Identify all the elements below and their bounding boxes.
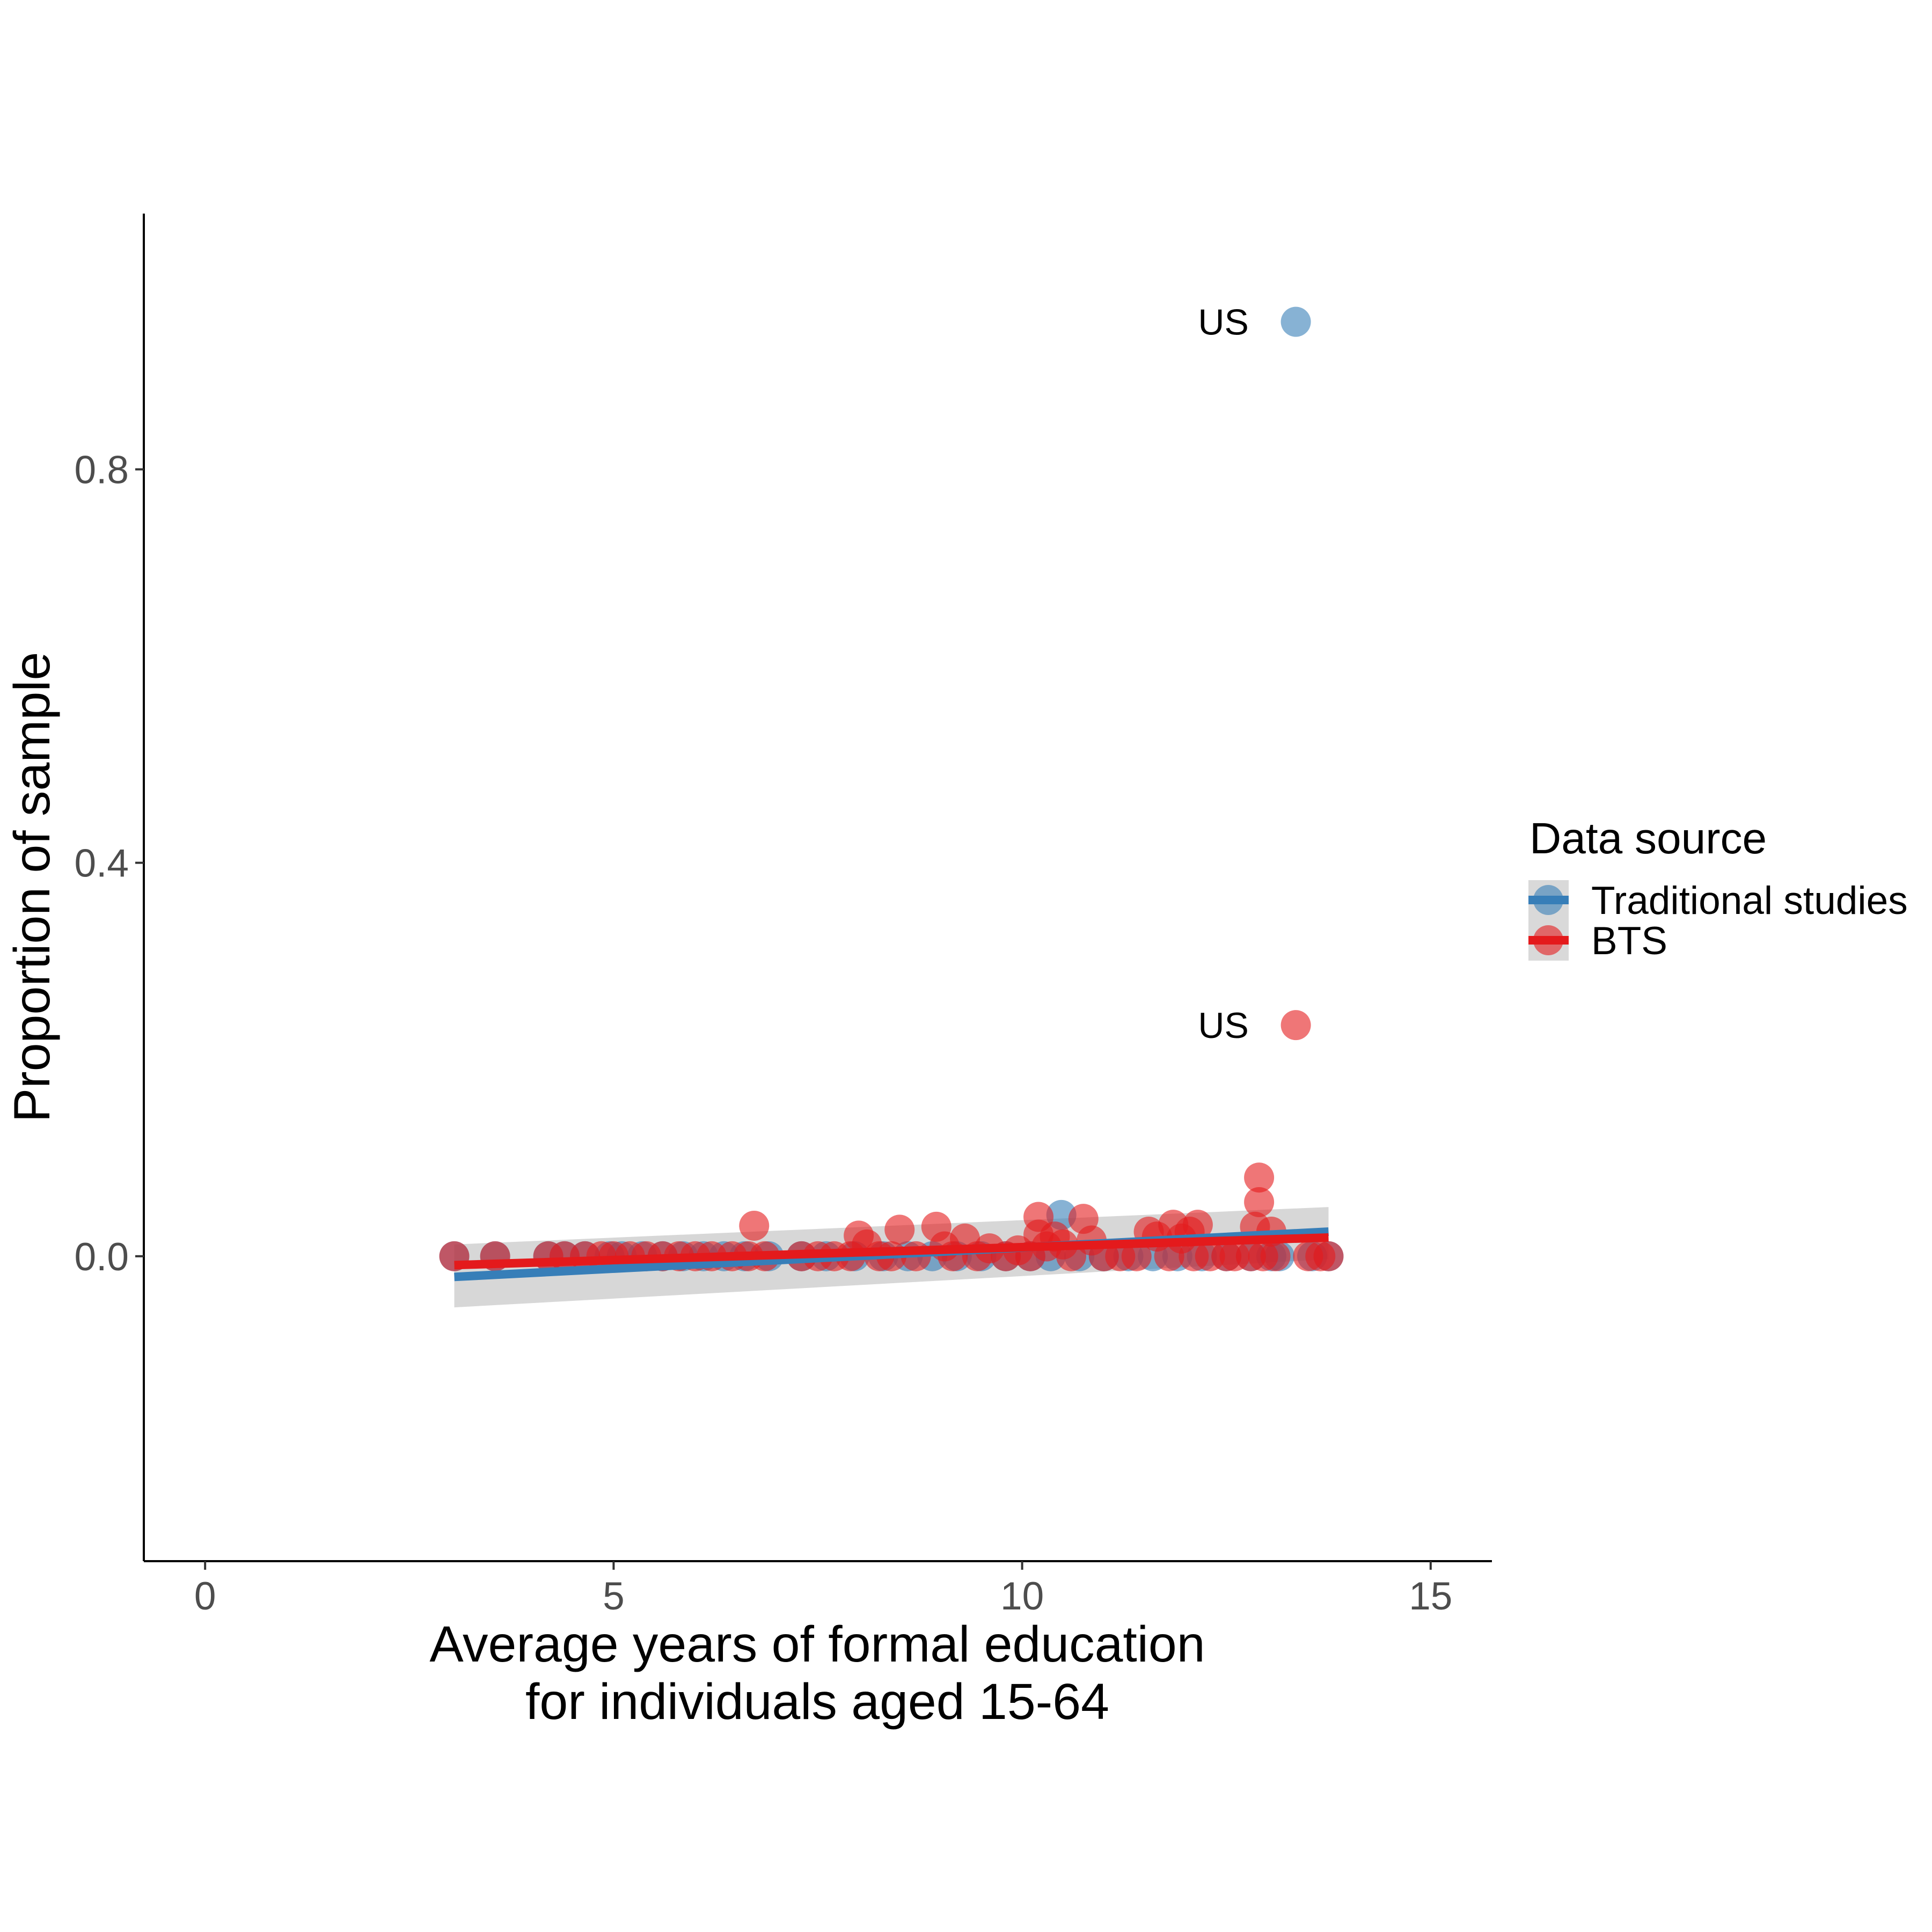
x-tick-label: 0 [194, 1575, 216, 1618]
point-labels-layer: US US [1198, 302, 1248, 1046]
legend-title: Data source [1529, 814, 1767, 863]
legend-label-bts: BTS [1591, 919, 1667, 963]
data-point-bts [1182, 1210, 1213, 1240]
legend: Data source Traditional studies BTS [1528, 814, 1908, 963]
data-point-traditional-studies [1280, 306, 1311, 337]
legend-point-icon-traditional-studies [1533, 885, 1563, 915]
points-layer [439, 306, 1344, 1271]
data-point-bts [1313, 1241, 1344, 1271]
fit-line-bts [454, 1233, 1329, 1270]
legend-label-traditional-studies: Traditional studies [1591, 879, 1908, 923]
x-axis-title-line-2: for individuals aged 15-64 [525, 1673, 1109, 1730]
y-tick-label: 0.4 [75, 842, 129, 885]
data-point-bts [1244, 1187, 1275, 1218]
data-point-bts [739, 1210, 770, 1241]
data-point-bts [1244, 1162, 1275, 1193]
data-point-bts [1280, 1010, 1311, 1041]
point-label-traditional-studies: US [1198, 302, 1248, 343]
x-axis-title-line-1: Average years of formal education [429, 1616, 1205, 1673]
y-tick-label: 0.0 [75, 1235, 129, 1279]
x-tick-label: 5 [603, 1575, 625, 1618]
x-tick-label: 15 [1409, 1575, 1452, 1618]
data-point-bts [1260, 1241, 1291, 1271]
data-point-bts [1121, 1241, 1152, 1271]
legend-item-bts: BTS [1528, 919, 1667, 963]
legend-point-icon-bts [1533, 925, 1563, 955]
axis-ticks-layer: 0 5 10 15 0.0 0.4 0.8 [75, 449, 1453, 1618]
fit-lines-layer [454, 1227, 1329, 1282]
x-tick-label: 10 [1000, 1575, 1044, 1618]
y-tick-label: 0.8 [75, 449, 129, 492]
data-point-bts [884, 1214, 915, 1245]
point-label-bts: US [1198, 1005, 1248, 1046]
y-axis-title: Proportion of sample [4, 652, 61, 1123]
legend-item-traditional-studies: Traditional studies [1528, 879, 1908, 923]
